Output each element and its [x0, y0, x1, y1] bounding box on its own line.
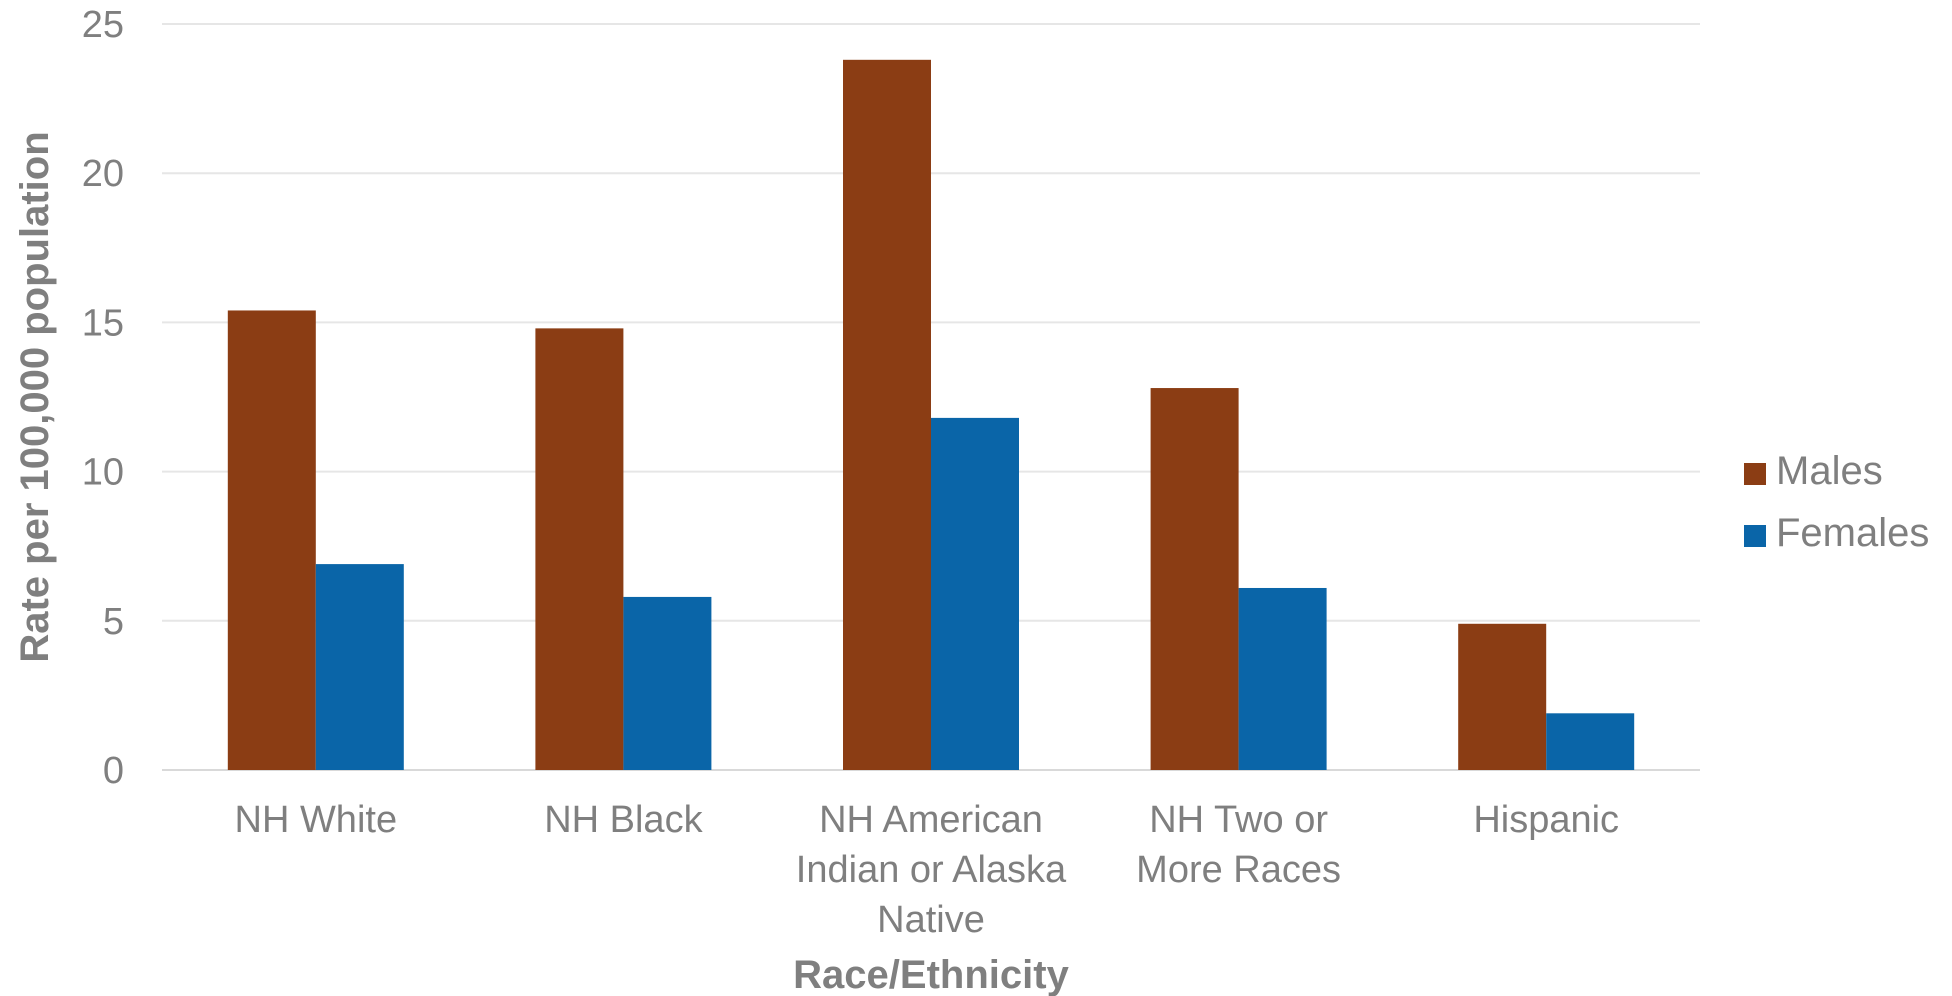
legend-label-females: Females	[1776, 511, 1929, 555]
legend: Males Females	[1744, 449, 1929, 555]
bar-females	[1238, 587, 1327, 770]
bar-males	[843, 59, 931, 771]
y-axis-title: Rate per 100,000 population	[13, 131, 57, 662]
bar-males	[535, 328, 624, 770]
x-tick-label: NH Two or More Races	[1136, 799, 1341, 891]
bar-females	[315, 564, 404, 770]
y-tick-label: 10	[82, 452, 124, 494]
bar-males	[1458, 623, 1547, 770]
x-tick-label: NH Black	[544, 799, 703, 841]
legend-swatch-males	[1744, 463, 1766, 485]
legend-label-males: Males	[1776, 449, 1883, 493]
x-tick-label: NH White	[235, 799, 398, 841]
bar-females	[931, 417, 1019, 770]
x-tick-label: NH American Indian or Alaska Native	[796, 799, 1067, 941]
y-tick-label: 15	[82, 302, 124, 344]
y-axis-ticks: 0 5 10 15 20 25	[82, 4, 124, 792]
y-tick-label: 5	[103, 601, 124, 643]
bar-females	[1546, 713, 1635, 770]
x-tick-label: Hispanic	[1473, 799, 1619, 841]
legend-swatch-females	[1744, 525, 1766, 547]
x-axis-ticks: NH White NH Black NH American Indian or Ala…	[235, 799, 1620, 941]
y-tick-label: 0	[103, 750, 124, 792]
bar-females	[623, 596, 712, 770]
bar-males	[1150, 388, 1239, 770]
x-axis-title: Race/Ethnicity	[793, 953, 1069, 996]
bars	[227, 59, 1635, 771]
y-tick-label: 20	[82, 153, 124, 195]
bar-males	[227, 310, 316, 770]
y-tick-label: 25	[82, 4, 124, 46]
